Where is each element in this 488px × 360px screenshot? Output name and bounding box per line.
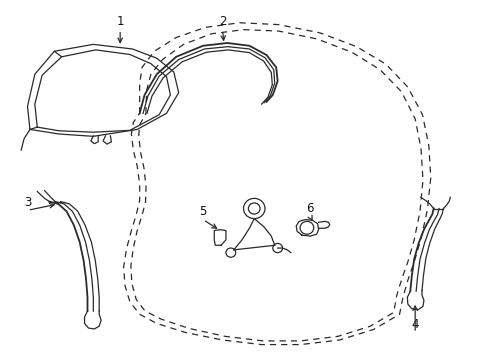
- Text: 6: 6: [306, 202, 313, 215]
- Text: 5: 5: [199, 205, 206, 218]
- Text: 3: 3: [24, 195, 31, 208]
- Text: 4: 4: [410, 318, 418, 331]
- Text: 1: 1: [116, 15, 123, 28]
- Text: 2: 2: [218, 15, 226, 28]
